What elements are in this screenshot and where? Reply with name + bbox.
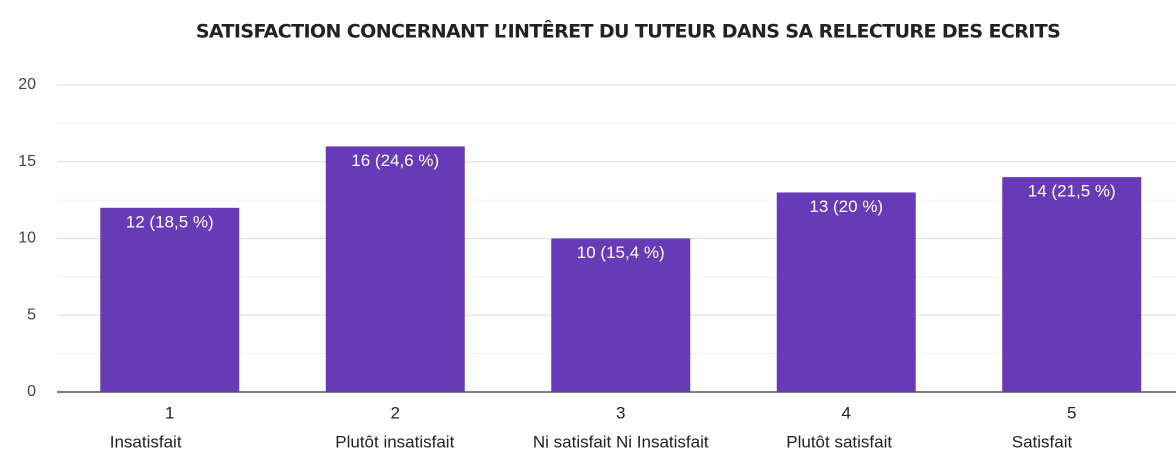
value-label: 12 (18,5 %) xyxy=(126,212,214,231)
x-tick-label: 3 xyxy=(616,403,625,422)
chart-title: SATISFACTION CONCERNANT L’INTÊRET DU TUT… xyxy=(196,20,1060,43)
bar xyxy=(100,207,240,392)
value-label: 10 (15,4 %) xyxy=(577,243,665,262)
x-tick-label: 4 xyxy=(842,403,851,422)
bar xyxy=(551,238,691,392)
value-label: 14 (21,5 %) xyxy=(1028,182,1116,201)
x-tick-label: 5 xyxy=(1067,403,1076,422)
x-tick-description: Plutôt satisfait xyxy=(786,432,892,451)
bar xyxy=(325,146,465,392)
bar xyxy=(776,192,916,392)
x-tick-label: 2 xyxy=(391,403,400,422)
x-tick-description: Plutôt insatisfait xyxy=(335,432,454,451)
value-label: 16 (24,6 %) xyxy=(351,151,439,170)
bar xyxy=(1002,177,1142,392)
y-tick-label: 0 xyxy=(27,383,36,400)
x-tick-description: Ni satisfait Ni Insatisfait xyxy=(533,432,709,451)
x-tick-description: Insatisfait xyxy=(110,432,182,451)
y-tick-label: 15 xyxy=(18,153,36,170)
y-tick-label: 5 xyxy=(27,306,36,323)
y-tick-label: 20 xyxy=(18,76,36,93)
value-label: 13 (20 %) xyxy=(809,197,883,216)
x-tick-description: Satisfait xyxy=(1012,432,1073,451)
y-tick-label: 10 xyxy=(18,230,36,247)
x-tick-label: 1 xyxy=(165,403,174,422)
